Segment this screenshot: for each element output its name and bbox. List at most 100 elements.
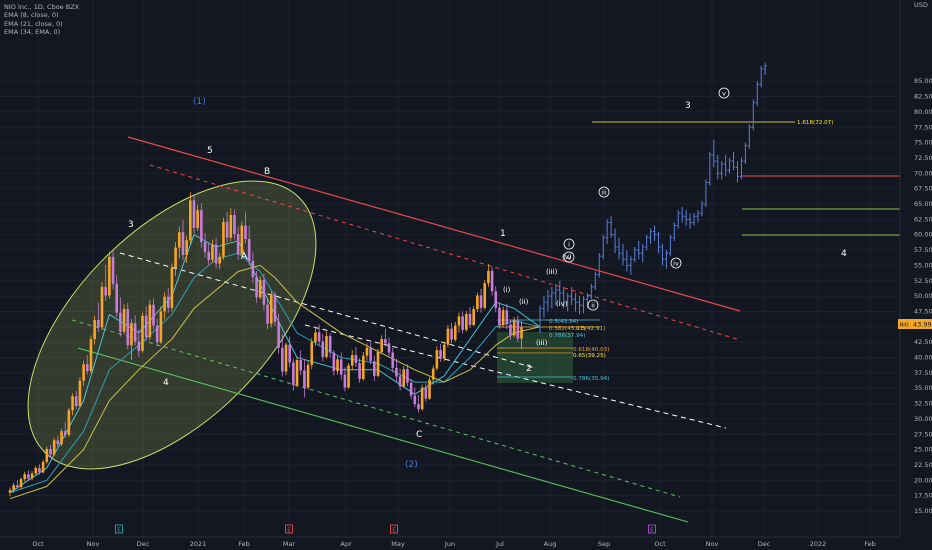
candle-body — [369, 347, 372, 362]
y-tick-label: 77.50 — [914, 123, 932, 131]
candle-body — [163, 296, 166, 312]
candle-body — [347, 365, 350, 388]
candle-body — [67, 410, 71, 435]
candle-body — [424, 387, 428, 399]
candle-body — [244, 225, 247, 239]
candle-body — [501, 310, 505, 325]
x-tick-label: Oct — [32, 540, 44, 548]
red-dashed-line — [149, 164, 741, 341]
wave-label-circled: v — [722, 89, 726, 97]
y-tick-label: 15.00 — [914, 507, 932, 515]
candle-body — [266, 304, 269, 324]
candle-body — [126, 308, 130, 346]
candle-body — [391, 352, 395, 368]
candle-body — [38, 468, 41, 473]
candle-body — [8, 490, 12, 493]
x-axis-ticks: Oct Nov Dec 2021 Feb Mar Apr May Jun Jul Aug Sep Oct… — [32, 540, 875, 548]
candle-body — [321, 341, 325, 357]
wave-label: (ii) — [519, 298, 529, 306]
legend-ema-8: EMA (8, close, 0) — [4, 11, 59, 20]
candle-body — [122, 308, 126, 332]
candle-body — [115, 283, 119, 313]
candle-body — [453, 325, 457, 340]
white-dashed-lower — [304, 324, 727, 429]
candle-body — [148, 304, 152, 338]
grid — [0, 0, 900, 537]
wave-circle — [598, 186, 610, 198]
wave-label: (iv) — [556, 300, 568, 308]
candle-body — [144, 315, 148, 338]
candle-body — [152, 304, 155, 326]
candle-body — [23, 474, 27, 480]
wave-circle — [563, 251, 575, 263]
candle-body — [240, 225, 244, 255]
x-tick-label: Sep — [598, 540, 610, 548]
candle-body — [181, 232, 185, 255]
candle-body — [420, 387, 424, 410]
candle-body — [520, 327, 523, 339]
x-tick-label: 2022 — [810, 540, 827, 548]
candle-body — [12, 485, 15, 491]
candle-body — [137, 341, 141, 351]
candle-body — [317, 332, 321, 342]
y-tick-label: 65.00 — [914, 200, 932, 208]
candle-body — [413, 395, 417, 405]
candle-body — [236, 234, 240, 255]
candle-body — [468, 313, 472, 325]
candle-body — [27, 474, 30, 479]
candle-body — [343, 374, 347, 388]
candle-body — [292, 362, 295, 386]
candle-body — [16, 485, 19, 488]
wave-label: 5 — [207, 146, 213, 156]
x-tick-label: Jul — [495, 540, 504, 548]
candle-body — [49, 448, 52, 455]
candle-body — [402, 369, 406, 387]
candle-body — [203, 242, 207, 252]
x-tick-label: 2021 — [190, 540, 207, 548]
candle-body — [284, 344, 288, 372]
candle-body — [211, 244, 214, 260]
wave-label: (2) — [405, 460, 418, 470]
y-tick-label: 30.00 — [914, 415, 932, 423]
candle-body — [166, 296, 170, 308]
candle-body — [258, 280, 262, 298]
candle-body — [479, 295, 483, 308]
wave-label-circled: i — [568, 240, 570, 248]
y-tick-label: 85.00 — [914, 77, 932, 85]
candle-body — [384, 339, 387, 344]
candle-body — [119, 312, 122, 332]
candle-body — [85, 364, 89, 372]
y-axis-ticks: 15.00 17.50 20.00 22.50 25.00 27.50 30.00 32.50… — [914, 77, 932, 515]
candle-body — [185, 240, 188, 255]
x-tick-label: Oct — [654, 540, 666, 548]
wave-label: B — [264, 167, 270, 177]
x-tick-label: May — [391, 540, 405, 548]
x-tick-label: Nov — [706, 540, 719, 548]
x-tick-label: Feb — [864, 540, 876, 548]
wave-circle — [718, 87, 730, 99]
candle-body — [225, 221, 229, 238]
fib-box-lower — [497, 354, 573, 383]
candle-body — [361, 355, 365, 379]
candle-body — [325, 336, 328, 357]
candle-body — [395, 367, 398, 377]
candle-body — [398, 376, 402, 387]
candle-body — [498, 307, 501, 325]
svg-text:NIO: NIO — [900, 323, 909, 329]
candle-body — [358, 363, 361, 379]
candle-body — [450, 328, 453, 340]
fib-labels: 0.5(43.34) 0.382(45.11) 0.5(42.91) 0.786… — [549, 120, 833, 382]
candle-body — [281, 347, 284, 372]
candle-body — [417, 404, 420, 410]
wave-label: 4 — [163, 378, 169, 388]
legend-ema-21: EMA (21, close, 0) — [4, 19, 63, 28]
projection-bars — [538, 62, 767, 333]
candle-body — [288, 344, 291, 363]
candle-body — [365, 347, 369, 356]
y-tick-label: 32.50 — [914, 400, 932, 408]
y-axis-panel[interactable] — [900, 0, 932, 550]
event-marker — [285, 524, 293, 534]
y-tick-label: 50.00 — [914, 292, 932, 300]
